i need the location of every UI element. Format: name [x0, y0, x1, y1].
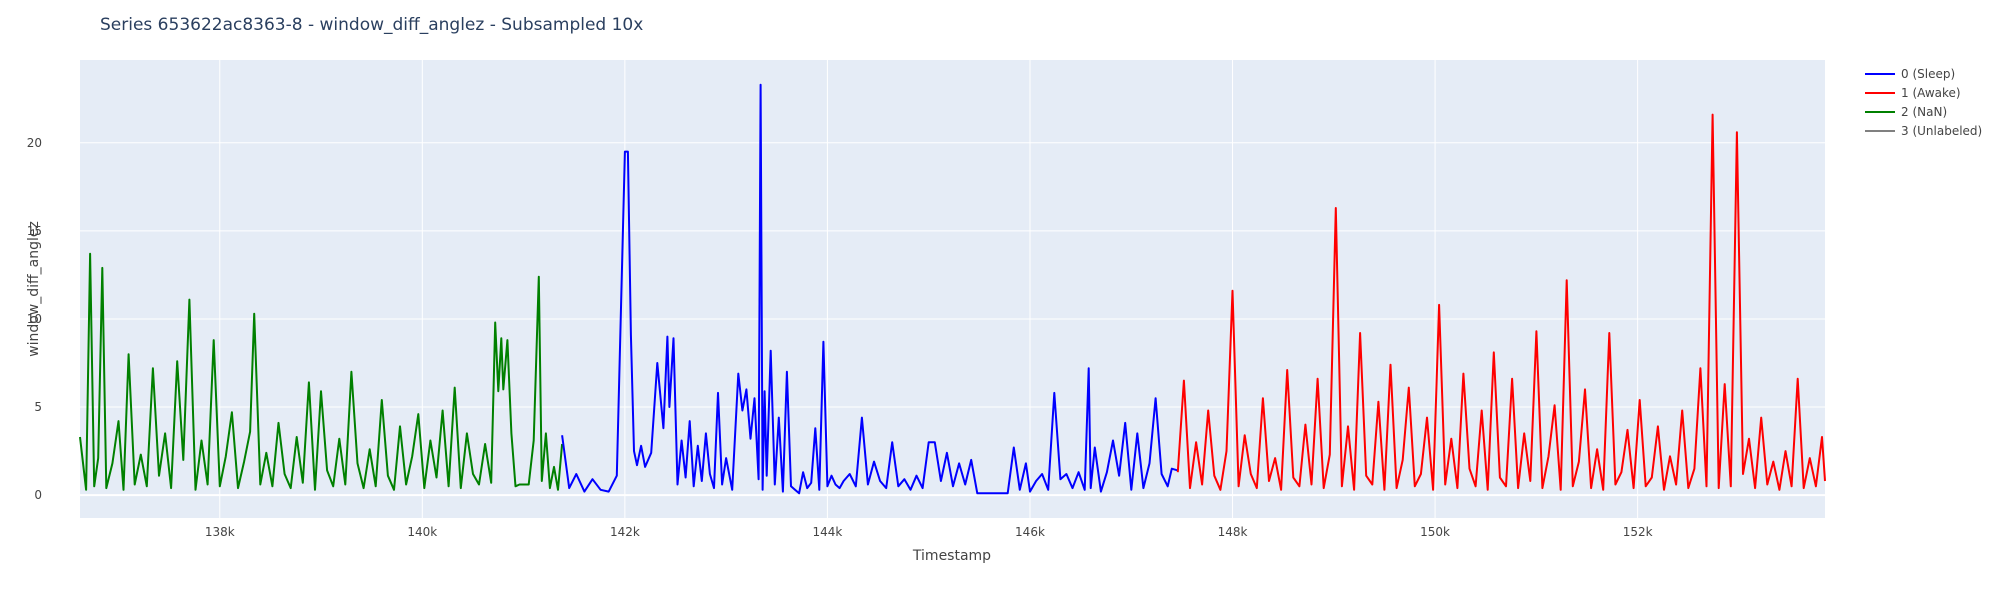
series-line-0-sleep — [561, 83, 1179, 495]
legend-label: 2 (NaN) — [1901, 105, 1947, 119]
y-tick-label: 10 — [27, 312, 42, 326]
x-tick-label: 152k — [1623, 525, 1653, 539]
y-tick-label: 20 — [27, 136, 42, 150]
chart-title: Series 653622ac8363-8 - window_diff_angl… — [100, 15, 643, 35]
series-lines — [79, 83, 1826, 495]
x-tick-label: 150k — [1420, 525, 1450, 539]
x-tick-label: 142k — [610, 525, 640, 539]
gridlines — [80, 60, 1825, 518]
legend-label: 1 (Awake) — [1901, 86, 1961, 100]
plot-area — [80, 60, 1825, 518]
x-tick-label: 140k — [407, 525, 437, 539]
legend-label: 0 (Sleep) — [1901, 67, 1955, 81]
series-line-1-awake — [1176, 113, 1826, 491]
x-tick-label: 138k — [205, 525, 235, 539]
legend-label: 3 (Unlabeled) — [1901, 124, 1982, 138]
series-line-2-nan — [79, 252, 564, 491]
x-tick-label: 148k — [1218, 525, 1248, 539]
y-tick-label: 0 — [34, 488, 42, 502]
x-tick-label: 146k — [1015, 525, 1045, 539]
y-axis-ticks: 0 5 10 15 20 — [27, 136, 42, 502]
x-tick-label: 144k — [812, 525, 842, 539]
x-axis-title: Timestamp — [912, 548, 991, 564]
y-axis-title: window_diff_anglez — [26, 221, 42, 357]
y-tick-label: 5 — [34, 400, 42, 414]
x-axis-ticks: 138k 140k 142k 144k 146k 148k 150k 152k — [205, 525, 1653, 539]
y-tick-label: 15 — [27, 224, 42, 238]
legend: 0 (Sleep) 1 (Awake) 2 (NaN) 3 (Unlabeled) — [1865, 67, 1982, 138]
